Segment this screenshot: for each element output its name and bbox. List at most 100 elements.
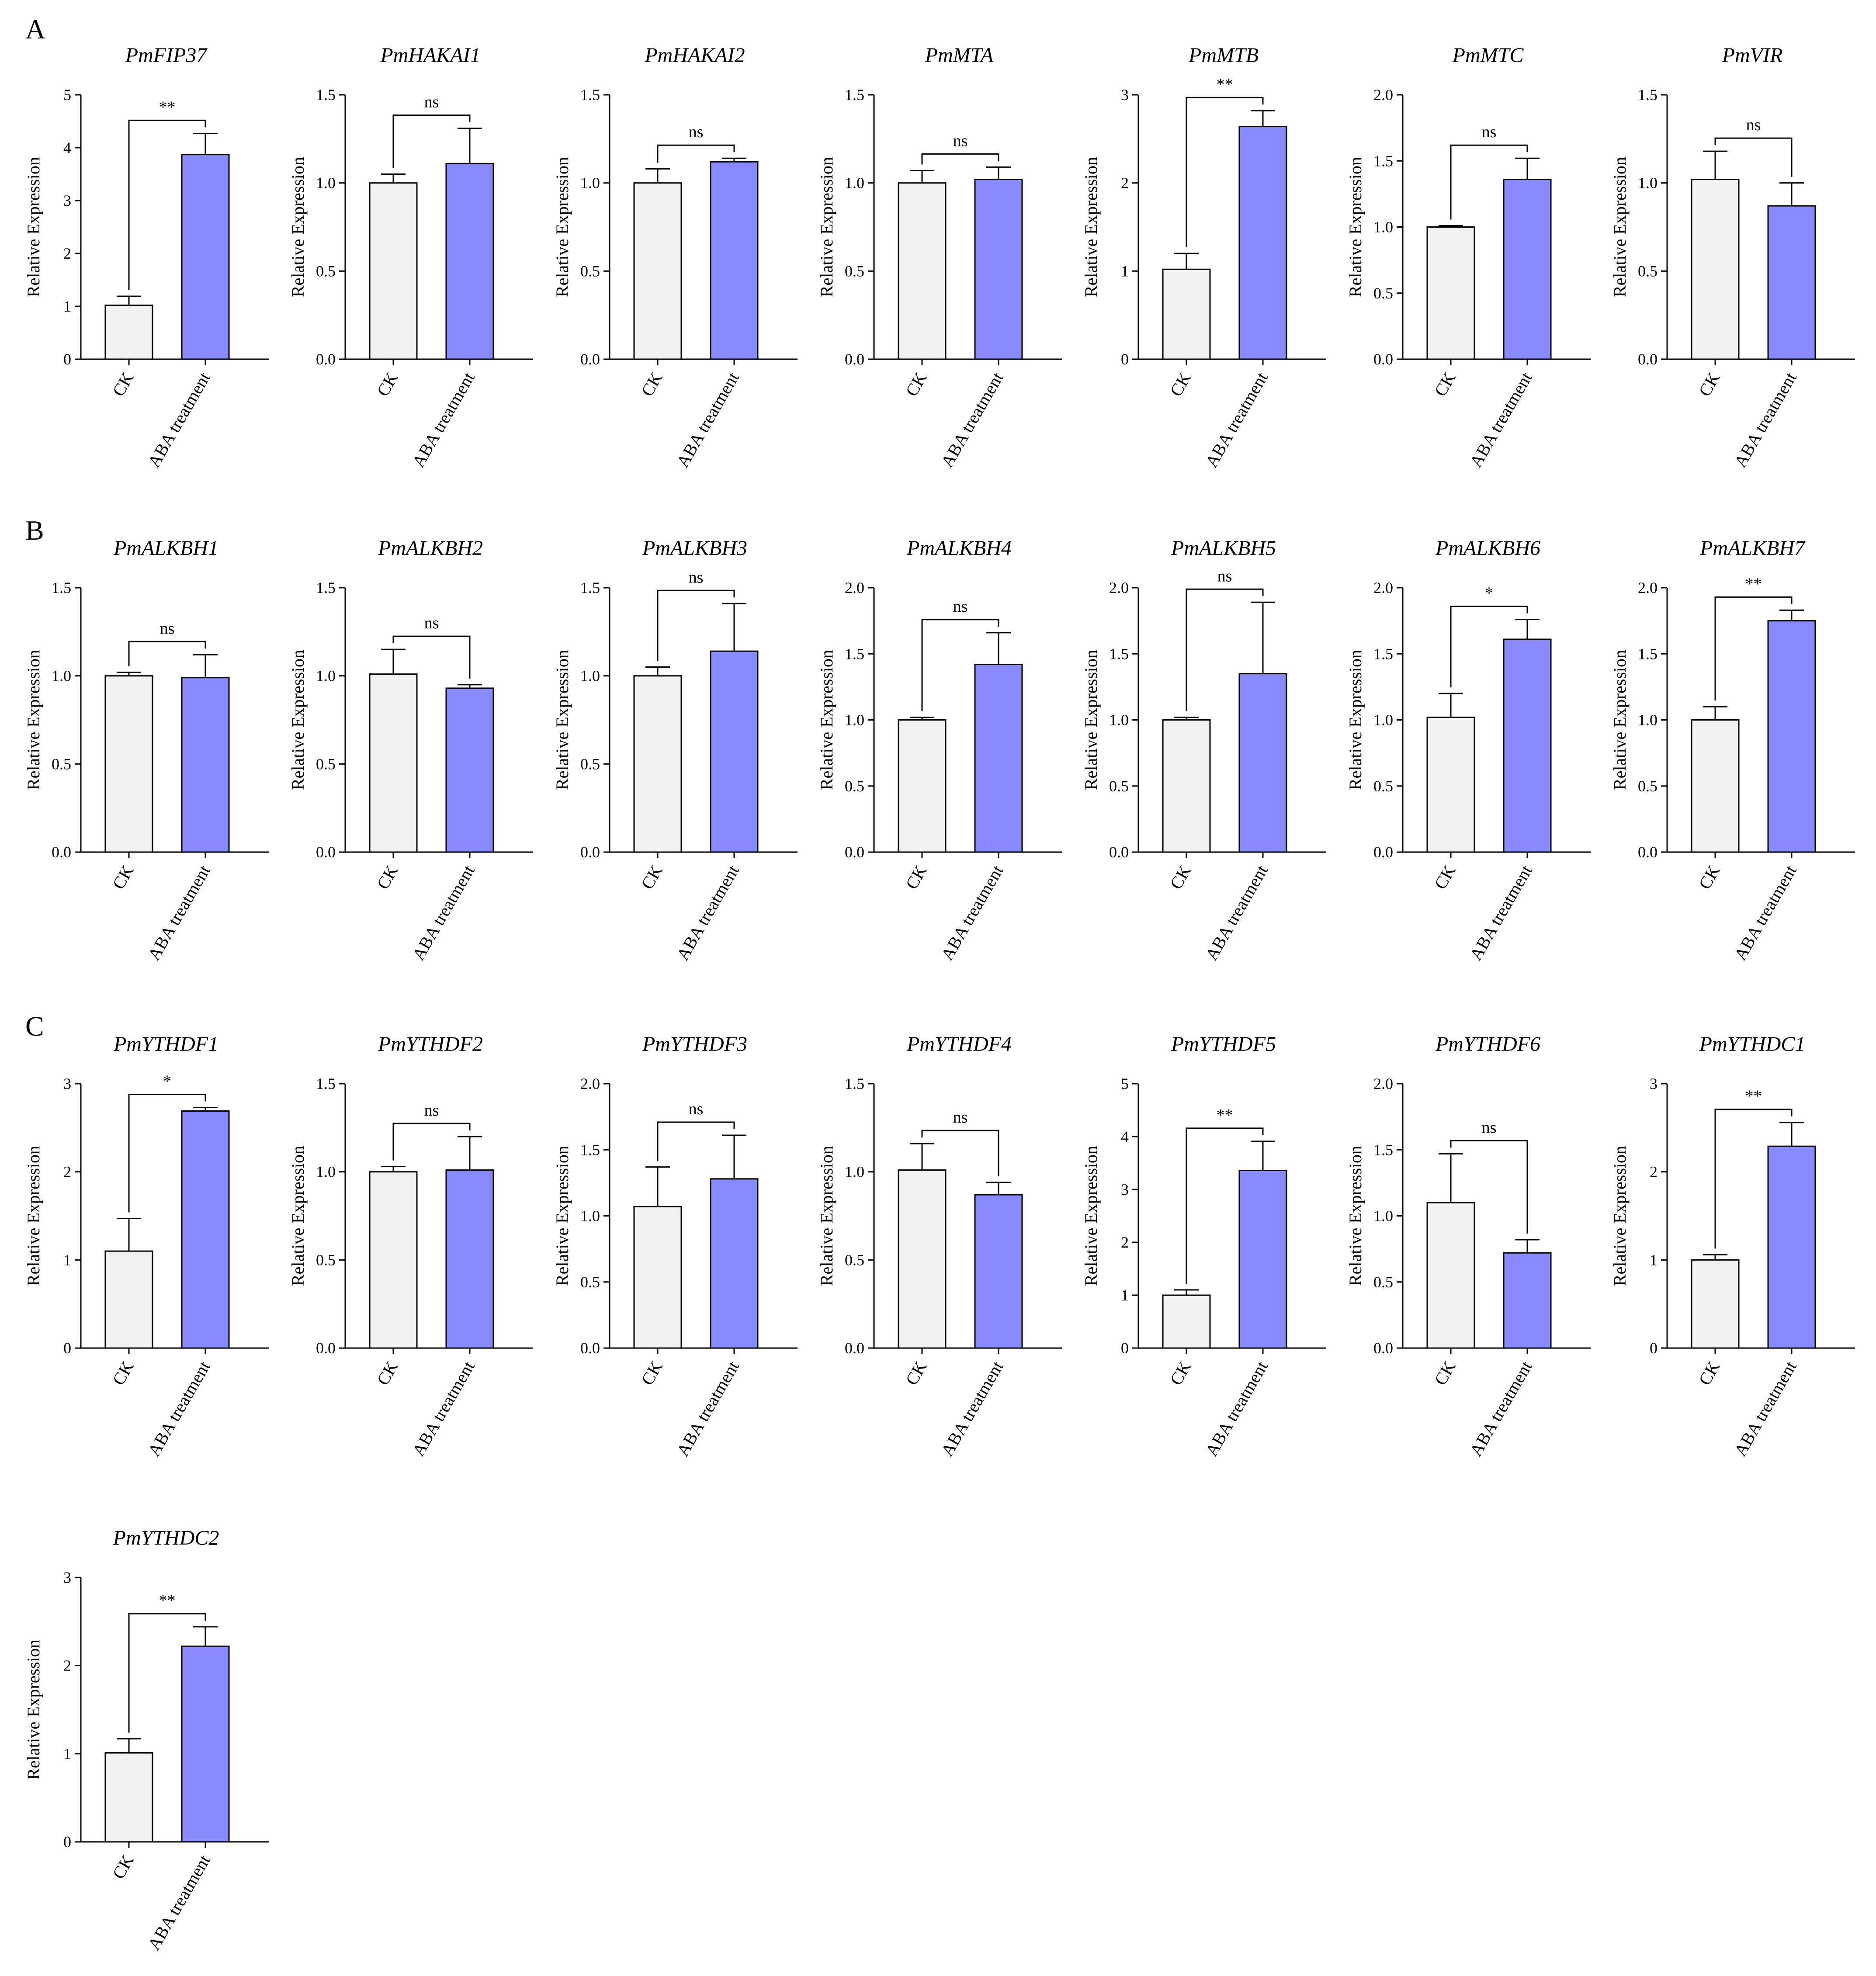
y-tick-label: 2.0 [1109, 579, 1129, 596]
x-tick-label: ABA treatment [144, 1358, 214, 1459]
significance-label: ** [1217, 75, 1233, 94]
x-tick-label: CK [108, 1358, 138, 1389]
x-tick-label: CK [1695, 1358, 1724, 1389]
y-tick-label: 0.0 [316, 1339, 336, 1357]
significance-label: ns [689, 1100, 704, 1118]
y-tick-label: 1.0 [316, 1163, 336, 1181]
y-tick-label: 1.5 [1638, 645, 1658, 662]
bar-ck [898, 719, 947, 853]
x-tick-label: CK [1166, 862, 1195, 893]
y-tick-label: 1.5 [1109, 645, 1129, 662]
y-tick-label: 2.0 [1373, 579, 1393, 596]
x-tick-label: CK [1166, 369, 1195, 400]
y-tick-label: 0 [63, 1339, 71, 1357]
x-tick-label: ABA treatment [1466, 862, 1536, 964]
y-tick-label: 3 [63, 1075, 71, 1092]
x-tick-label: CK [373, 862, 402, 893]
x-tick-label: CK [1166, 1358, 1195, 1389]
bar-ck [898, 182, 947, 360]
chart-title: PmALKBH2 [378, 537, 483, 560]
chart-title: PmYTHDF1 [113, 1033, 218, 1056]
y-tick-label: 0 [1121, 350, 1129, 368]
y-tick-label: 1.0 [1373, 1207, 1393, 1225]
y-tick-label: 3 [1121, 86, 1129, 104]
bar-aba [1238, 673, 1287, 853]
y-tick-label: 0.5 [1109, 777, 1129, 795]
x-tick-label: ABA treatment [673, 862, 743, 964]
x-tick-label: ABA treatment [1201, 369, 1272, 471]
x-tick-label: CK [637, 1358, 666, 1389]
significance-label: * [163, 1072, 171, 1090]
significance-label: ns [1482, 1118, 1497, 1137]
significance-bracket [392, 635, 471, 679]
significance-label: ns [689, 568, 704, 586]
y-tick-label: 1 [63, 1745, 71, 1762]
x-tick-label: CK [1695, 369, 1724, 400]
chart-PmALKBH4: PmALKBH4 0.0 0.5 1.0 1.5 2.0 Relative Expressi… [817, 537, 1062, 964]
chart-title: PmALKBH1 [113, 537, 218, 560]
chart-title: PmALKBH5 [1171, 537, 1276, 560]
x-tick-label: CK [1695, 862, 1724, 893]
x-tick-label: CK [108, 369, 138, 400]
y-tick-label: 0.0 [1373, 843, 1393, 861]
y-tick-label: 1.5 [845, 86, 864, 104]
y-tick-label: 3 [1121, 1181, 1129, 1198]
y-tick-label: 1.0 [316, 174, 336, 192]
chart-PmVIR: PmVIR 0.0 0.5 1.0 1.5 Relative Expression CK AB… [1610, 44, 1855, 471]
panel-label-c: C [25, 1011, 44, 1042]
y-tick-label: 1 [1650, 1251, 1658, 1269]
y-axis-label: Relative Expression [1345, 157, 1365, 297]
bar-aba [1503, 179, 1552, 360]
x-tick-label: ABA treatment [1466, 369, 1536, 471]
significance-label: ns [1217, 567, 1232, 585]
chart-PmYTHDF2: PmYTHDF2 0.0 0.5 1.0 1.5 Relative Expression C… [288, 1033, 533, 1459]
significance-bracket [392, 1123, 471, 1161]
y-tick-label: 0.0 [1109, 843, 1129, 861]
chart-title: PmYTHDF5 [1171, 1033, 1276, 1056]
chart-PmALKBH7: PmALKBH7 0.0 0.5 1.0 1.5 2.0 Relative Expressi… [1610, 537, 1855, 964]
significance-bracket [921, 153, 999, 165]
y-tick-label: 5 [63, 86, 71, 104]
chart-PmALKBH2: PmALKBH2 0.0 0.5 1.0 1.5 Relative Expression C… [288, 537, 533, 964]
significance-bracket [1450, 144, 1528, 220]
significance-label: ns [953, 132, 968, 150]
y-axis-label: Relative Expression [24, 1146, 43, 1286]
x-tick-label: CK [108, 1851, 138, 1882]
significance-bracket [657, 144, 735, 163]
bar-aba [445, 687, 494, 853]
bar-ck [369, 673, 418, 853]
bar-aba [181, 1645, 230, 1843]
y-tick-label: 0.0 [580, 1339, 600, 1357]
y-tick-label: 1 [63, 298, 71, 315]
bar-ck [1426, 1202, 1475, 1349]
significance-bracket [1714, 137, 1793, 177]
significance-bracket [657, 589, 735, 661]
x-tick-label: ABA treatment [408, 862, 479, 964]
y-tick-label: 0.0 [1638, 843, 1658, 861]
significance-label: ns [953, 597, 968, 616]
y-axis-label: Relative Expression [24, 1640, 43, 1780]
chart-title: PmHAKAI2 [644, 44, 745, 67]
significance-label: ns [953, 1108, 968, 1127]
chart-PmMTC: PmMTC 0.0 0.5 1.0 1.5 2.0 Relative Expression C… [1345, 44, 1591, 471]
y-tick-label: 0.5 [1373, 284, 1393, 302]
bar-aba [1238, 1169, 1287, 1349]
chart-PmYTHDF1: PmYTHDF1 0 1 2 3 Relative Expression CK ABA tre… [24, 1033, 269, 1459]
y-tick-label: 1.0 [1638, 174, 1658, 192]
bar-aba [710, 161, 759, 360]
y-axis-label: Relative Expression [552, 157, 572, 297]
chart-PmALKBH1: PmALKBH1 0.0 0.5 1.0 1.5 Relative Expression C… [24, 537, 269, 964]
chart-title: PmALKBH7 [1699, 537, 1806, 560]
y-axis-label: Relative Expression [552, 1146, 572, 1286]
y-tick-label: 0.0 [845, 843, 864, 861]
significance-bracket [128, 119, 206, 291]
y-tick-label: 1 [63, 1251, 71, 1269]
bar-aba [710, 650, 759, 853]
y-tick-label: 5 [1121, 1075, 1129, 1092]
chart-PmALKBH3: PmALKBH3 0.0 0.5 1.0 1.5 Relative Expression C… [552, 537, 798, 964]
significance-label: ns [689, 123, 704, 141]
chart-PmALKBH5: PmALKBH5 0.0 0.5 1.0 1.5 2.0 Relative Expressi… [1081, 537, 1326, 964]
bar-ck [104, 675, 153, 853]
y-tick-label: 1.5 [580, 86, 600, 104]
